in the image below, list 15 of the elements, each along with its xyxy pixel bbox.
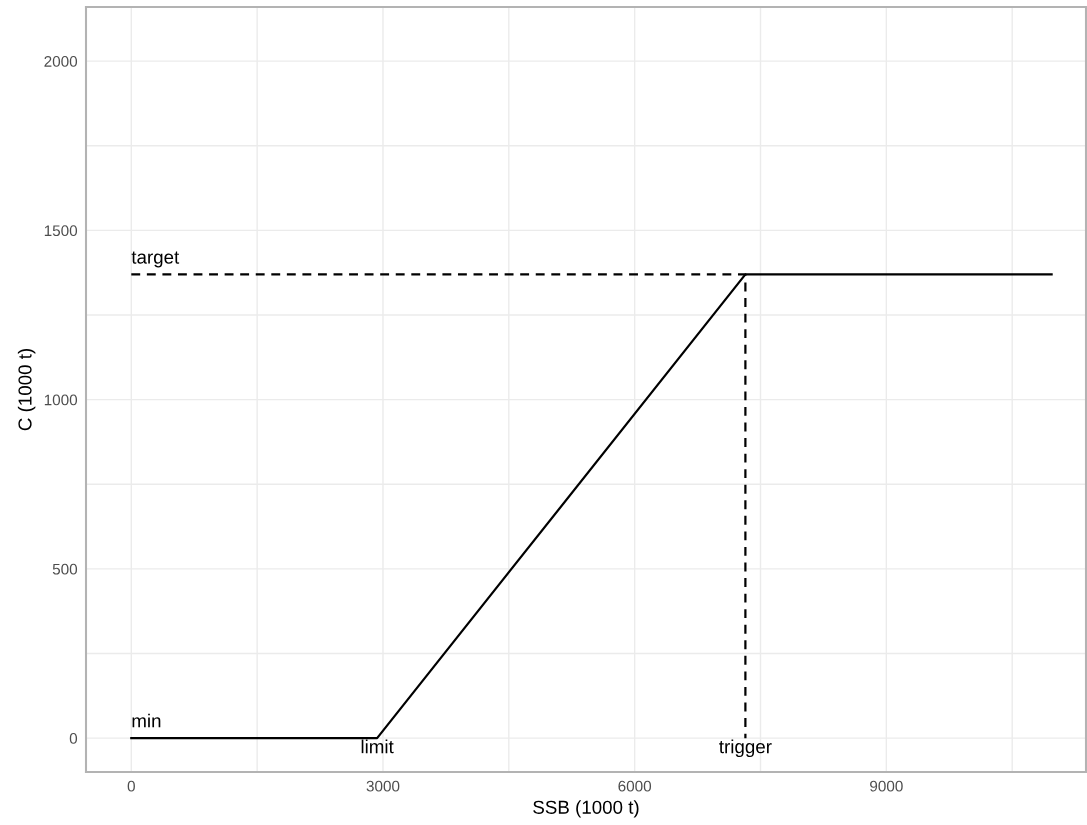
y-tick-label: 2000 <box>44 56 78 67</box>
y-tick-label: 1000 <box>44 394 78 406</box>
y-tick-label: 500 <box>52 563 78 575</box>
annotation: target <box>131 251 180 268</box>
y-tick-label: 1500 <box>44 225 78 237</box>
annotation: limit <box>361 739 394 754</box>
y-axis-title: C (1000 t) <box>17 348 36 431</box>
annotation: min <box>132 713 161 728</box>
x-axis-title: SSB (1000 t) <box>533 800 639 818</box>
y-tick-label: 0 <box>69 733 78 744</box>
x-tick-label: 6000 <box>618 780 652 792</box>
x-tick-label: 0 <box>127 780 135 792</box>
annotation: trigger <box>719 739 772 758</box>
x-tick-label: 9000 <box>870 780 903 792</box>
x-tick-label: 3000 <box>366 780 400 792</box>
